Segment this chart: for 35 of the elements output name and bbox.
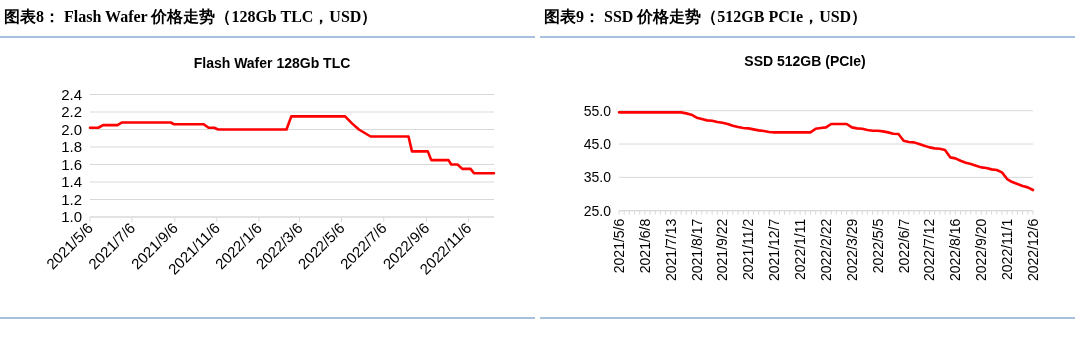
line-series [617,111,1035,192]
x-tick-label: 2021/12/7 [766,218,783,281]
chart-subtitle: Flash Wafer 128Gb TLC [193,55,351,71]
x-tick-label: 2021/11/2 [740,218,757,280]
x-tick-label: 2022/5/5 [869,218,886,274]
x-tick-label: 2022/11/1 [999,218,1016,280]
x-tick-label: 2022/2/22 [817,218,834,281]
y-tick-label: 55.0 [583,102,612,119]
line-series [88,115,496,175]
y-tick-label: 1.0 [61,208,82,226]
y-tick-label: 2.4 [61,85,82,103]
x-tick-label: 2021/5/6 [610,218,627,274]
x-tick-label: 2022/3/29 [843,218,860,281]
y-tick-label: 2.0 [61,120,82,138]
x-tick-label: 2021/7/13 [662,218,679,281]
chart-subtitle: SSD 512GB (PCIe) [744,53,866,69]
x-tick-label: 2022/7/12 [921,218,938,281]
x-tick-label: 2021/6/8 [636,218,653,274]
chart-title: 图表9： SSD 价格走势（512GB PCIe，USD） [544,8,868,26]
y-tick-label: 1.8 [61,138,82,156]
y-tick-label: 25.0 [583,202,612,219]
x-tick-label: 2022/9/20 [973,218,990,281]
x-tick-label: 2021/9/22 [714,218,731,281]
x-tick-label: 2022/6/7 [895,218,912,274]
x-tick-label: 2022/12/6 [1024,218,1041,281]
x-tick-label: 2022/1/11 [792,218,809,280]
y-tick-label: 1.2 [61,190,82,208]
chart-title: 图表8： Flash Wafer 价格走势（128Gb TLC，USD） [4,8,378,26]
x-tick-label: 2022/8/16 [947,218,964,281]
y-tick-label: 45.0 [583,135,612,152]
y-tick-label: 2.2 [61,103,82,121]
y-tick-label: 35.0 [583,169,612,186]
x-tick-label: 2021/8/17 [688,218,705,281]
y-tick-label: 1.6 [61,155,82,173]
y-tick-label: 1.4 [61,173,82,191]
